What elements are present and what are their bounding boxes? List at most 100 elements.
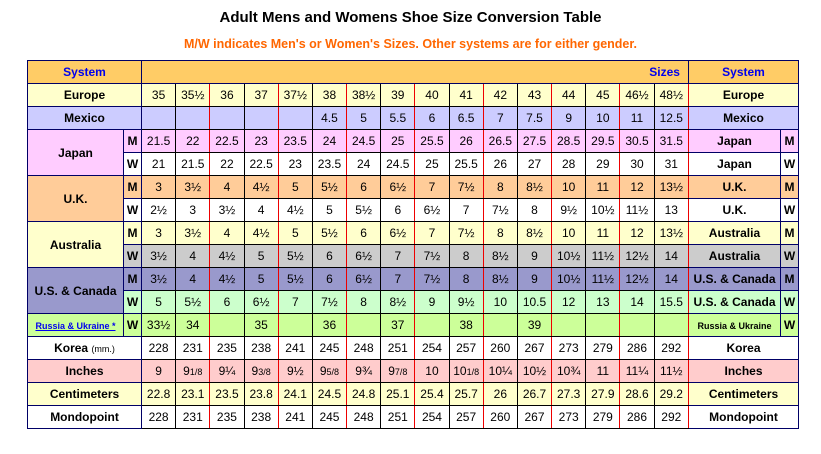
inches-size-cell: 9¼ bbox=[209, 359, 245, 383]
japan-w-size-cell: 24 bbox=[346, 152, 382, 176]
japan-m-size-cell: 22.5 bbox=[209, 129, 245, 153]
us_canada-w-size-cell: 7 bbox=[277, 290, 313, 314]
mondopoint-size-cell: 248 bbox=[346, 405, 382, 429]
uk-w-size-cell: 11½ bbox=[619, 198, 655, 222]
australia-w-size-cell: 8 bbox=[448, 244, 484, 268]
japan-label: Japan bbox=[27, 129, 124, 176]
russia-ukraine-size-cell bbox=[346, 313, 382, 337]
mondopoint-size-cell: 257 bbox=[448, 405, 484, 429]
europe-size-cell: 37 bbox=[243, 83, 279, 107]
japan-m-size-cell: 29.5 bbox=[585, 129, 621, 153]
russia-ukraine-flag: W bbox=[122, 313, 143, 337]
centimeters-size-cell: 23.5 bbox=[209, 382, 245, 406]
australia-m-size-cell: 10 bbox=[551, 221, 587, 245]
centimeters-label-right: Centimeters bbox=[687, 382, 800, 406]
sizes-header: Sizes bbox=[141, 60, 689, 84]
page-subtitle: M/W indicates Men's or Women's Sizes. Ot… bbox=[183, 37, 638, 51]
uk-w-row: W 2½ 3 3½ 4 4½ 5 5½ 6 6½ 7 7½ 8 9½ 10½ 11½ 13 U.K. W bbox=[28, 198, 800, 222]
russia-ukraine-size-cell: 37 bbox=[380, 313, 416, 337]
inches-size-cell: 11½ bbox=[653, 359, 689, 383]
mexico-row: Mexico 4.5 5 5.5 6 6.5 7 7.5 9 10 11 12.5 Mexico bbox=[26, 106, 800, 130]
mexico-size-cell bbox=[277, 106, 313, 130]
mondopoint-size-cell: 254 bbox=[414, 405, 450, 429]
korea-size-cell: 248 bbox=[346, 336, 382, 360]
russia-ukraine-size-cell: 33½ bbox=[141, 313, 177, 337]
centimeters-size-cell: 29.2 bbox=[653, 382, 689, 406]
mexico-size-cell: 6 bbox=[414, 106, 450, 130]
uk-m-size-cell: 3½ bbox=[175, 175, 211, 199]
us_canada-m-size-cell: 7½ bbox=[414, 267, 450, 291]
system-header: System bbox=[26, 60, 143, 84]
japan-m-size-cell: 30.5 bbox=[619, 129, 655, 153]
europe-size-cell: 48½ bbox=[653, 83, 689, 107]
us_canada-m-size-cell: 12½ bbox=[619, 267, 655, 291]
korea-size-cell: 228 bbox=[141, 336, 177, 360]
uk-m-size-cell: 6 bbox=[346, 175, 382, 199]
uk-w-size-cell: 3 bbox=[175, 198, 211, 222]
europe-size-cell: 44 bbox=[551, 83, 587, 107]
mexico-size-cell: 12.5 bbox=[653, 106, 689, 130]
japan-m-size-cell: 21.5 bbox=[141, 129, 177, 153]
shoe-size-conversion-table: System Sizes System Europe 35 35½ 36 37 37½ 38 38½… bbox=[26, 60, 800, 429]
us_canada-m-size-cell: 14 bbox=[653, 267, 689, 291]
japan-w-row: W 21 21.5 22 22.5 23 23.5 24 24.5 25 25.5 26 27 28 29 3… bbox=[28, 152, 800, 176]
japan-w-size-cell: 21 bbox=[141, 152, 177, 176]
australia-m-size-cell: 7½ bbox=[448, 221, 484, 245]
russia-ukraine-label-right-text: Russia & Ukraine bbox=[697, 321, 772, 331]
us_canada-m-size-cell: 7 bbox=[380, 267, 416, 291]
japan-w-size-cell: 28 bbox=[551, 152, 587, 176]
uk-m-row: U.K. M 3 3½ 4 4½ 5 5½ 6 6½ 7 7½ 8 8½ 10 11 12 13½ U.K. M bbox=[27, 175, 800, 222]
australia-w-size-cell: 5½ bbox=[277, 244, 313, 268]
inches-label: Inches bbox=[26, 359, 143, 383]
mondopoint-size-cell: 245 bbox=[311, 405, 348, 429]
us_canada-m-size-cell: 9 bbox=[516, 267, 553, 291]
centimeters-size-cell: 26 bbox=[482, 382, 518, 406]
centimeters-size-cell: 24.1 bbox=[277, 382, 313, 406]
us_canada-w-size-cell: 6 bbox=[209, 290, 245, 314]
us_canada-w-size-cell: 15.5 bbox=[653, 290, 689, 314]
uk-m-size-cell: 8 bbox=[482, 175, 518, 199]
japan-w-size-cell: 24.5 bbox=[380, 152, 416, 176]
inches-size-cell: 9½ bbox=[277, 359, 313, 383]
russia-ukraine-size-cell bbox=[619, 313, 655, 337]
uk-w-size-cell: 6½ bbox=[414, 198, 450, 222]
korea-size-cell: 254 bbox=[414, 336, 450, 360]
australia-m-label-right: Australia bbox=[687, 221, 781, 245]
us_canada-w-size-cell: 5½ bbox=[175, 290, 211, 314]
russia-ukraine-size-cell bbox=[277, 313, 313, 337]
japan-m-size-cell: 24.5 bbox=[346, 129, 382, 153]
korea-size-cell: 279 bbox=[585, 336, 621, 360]
europe-size-cell: 38½ bbox=[346, 83, 382, 107]
europe-size-cell: 46½ bbox=[619, 83, 655, 107]
us_canada-m-size-cell: 4½ bbox=[209, 267, 245, 291]
inches-size-cell: 11¼ bbox=[619, 359, 655, 383]
inch-fraction: 1/8 bbox=[466, 367, 480, 377]
japan-m-size-cell: 28.5 bbox=[551, 129, 587, 153]
japan-w-size-cell: 23 bbox=[277, 152, 313, 176]
australia-w-row: W 3½ 4 4½ 5 5½ 6 6½ 7 7½ 8 8½ 9 10½ 11½ 12½ 14 Australia W bbox=[28, 244, 800, 268]
us_canada-w-size-cell: 14 bbox=[619, 290, 655, 314]
australia-w-flag: W bbox=[122, 244, 143, 268]
australia-m-size-cell: 4 bbox=[209, 221, 245, 245]
japan-m-size-cell: 25 bbox=[380, 129, 416, 153]
us_canada-m-row: U.S. & Canada M 3½ 4 4½ 5 5½ 6 6½ 7 7½ 8 8½ 9 10½ 11½ 12… bbox=[27, 267, 800, 314]
inches-size-cell: 10 bbox=[414, 359, 450, 383]
uk-w-size-cell: 13 bbox=[653, 198, 689, 222]
uk-w-size-cell: 10½ bbox=[585, 198, 621, 222]
us_canada-w-size-cell: 12 bbox=[551, 290, 587, 314]
inches-label-right: Inches bbox=[687, 359, 800, 383]
inches-size-cell: 97/8 bbox=[380, 359, 416, 383]
centimeters-size-cell: 25.7 bbox=[448, 382, 484, 406]
mexico-size-cell: 7.5 bbox=[516, 106, 553, 130]
us_canada-m-size-cell: 5½ bbox=[277, 267, 313, 291]
europe-size-cell: 41 bbox=[448, 83, 484, 107]
australia-w-size-cell: 14 bbox=[653, 244, 689, 268]
mexico-size-cell: 7 bbox=[482, 106, 518, 130]
korea-label-right: Korea bbox=[687, 336, 800, 360]
mondopoint-size-cell: 231 bbox=[175, 405, 211, 429]
australia-m-size-cell: 4½ bbox=[243, 221, 279, 245]
mexico-label: Mexico bbox=[26, 106, 143, 130]
centimeters-size-cell: 26.7 bbox=[516, 382, 553, 406]
mondopoint-row: Mondopoint 228 231 235 238 241 245 248 251 254 257… bbox=[26, 405, 800, 429]
russia-ukraine-link[interactable]: Russia & Ukraine * bbox=[35, 321, 116, 331]
